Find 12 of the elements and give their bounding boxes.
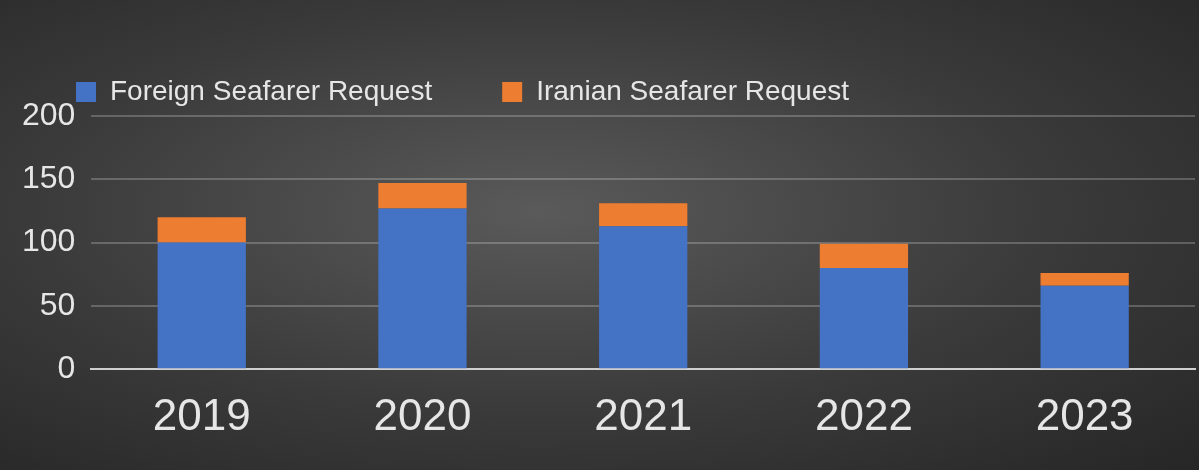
x-tick-label: 2023 <box>1035 389 1134 439</box>
x-tick-label: 2020 <box>373 389 472 439</box>
y-tick-label: 0 <box>57 349 76 386</box>
x-tick-label: 2021 <box>594 389 693 439</box>
legend-label: Iranian Seafarer Request <box>536 74 850 106</box>
legend-label: Foreign Seafarer Request <box>110 74 433 106</box>
x-tick-label: 2022 <box>814 389 913 439</box>
y-tick-label: 50 <box>39 285 76 322</box>
y-tick-label: 200 <box>22 95 76 132</box>
y-tick-label: 150 <box>22 159 76 196</box>
y-tick-label: 100 <box>22 222 76 259</box>
x-tick-label: 2019 <box>152 389 251 439</box>
